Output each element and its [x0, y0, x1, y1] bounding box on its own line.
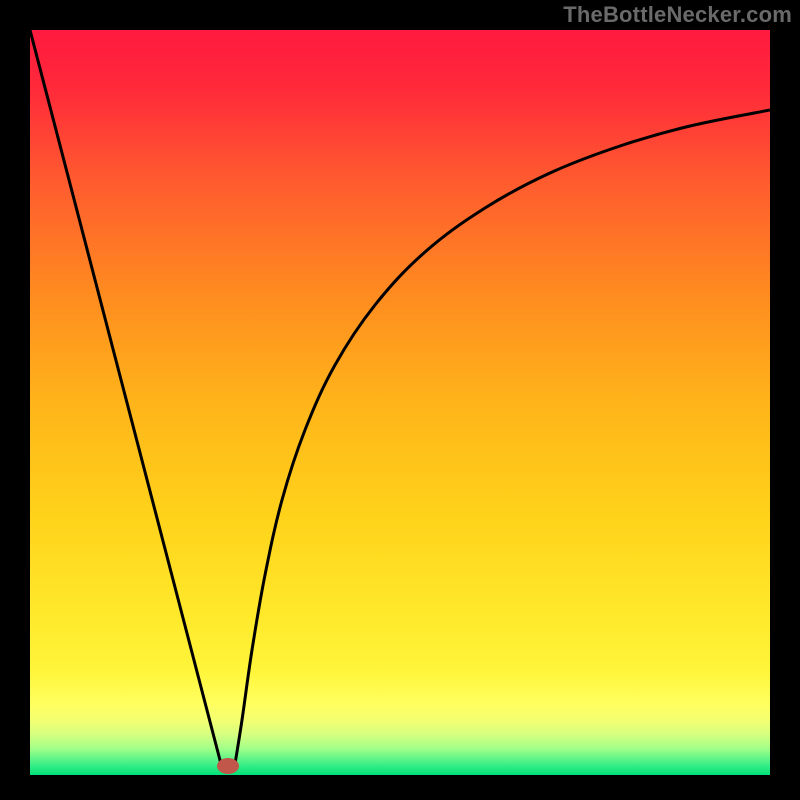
plot-area — [30, 30, 770, 775]
gradient-background — [30, 30, 770, 775]
minimum-marker — [217, 758, 239, 774]
chart-frame: TheBottleNecker.com — [0, 0, 800, 800]
watermark-text: TheBottleNecker.com — [563, 2, 792, 28]
plot-svg — [30, 30, 770, 775]
